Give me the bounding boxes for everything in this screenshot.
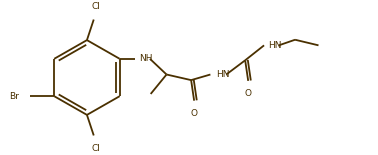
Text: Cl: Cl [92,144,101,153]
Text: O: O [245,89,252,98]
Text: HN: HN [269,41,282,50]
Text: HN: HN [216,70,229,79]
Text: Cl: Cl [92,2,101,11]
Text: NH: NH [139,54,153,63]
Text: Br: Br [9,92,19,101]
Text: O: O [191,109,198,118]
